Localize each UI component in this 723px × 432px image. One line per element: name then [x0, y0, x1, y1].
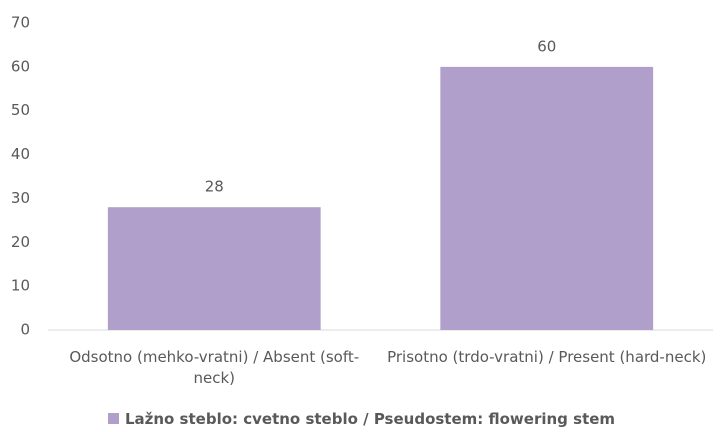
y-tick-label: 70 [11, 14, 30, 32]
legend: Lažno steblo: cvetno steblo / Pseudostem… [0, 410, 723, 428]
y-tick-label: 0 [20, 321, 30, 339]
x-tick-label: Prisotno (trdo-vratni) / Present (hard-n… [387, 348, 707, 366]
data-label: 60 [537, 37, 556, 55]
y-tick-label: 10 [11, 277, 30, 295]
legend-swatch [107, 413, 119, 424]
legend-label: Lažno steblo: cvetno steblo / Pseudostem… [124, 410, 616, 428]
y-tick-label: 50 [11, 101, 30, 119]
data-label: 28 [205, 178, 224, 196]
bar [107, 207, 321, 330]
y-tick-label: 40 [11, 145, 30, 163]
y-tick-label: 30 [11, 189, 30, 207]
x-tick-label: Odsotno (mehko-vratni) / Absent (soft-ne… [69, 348, 360, 387]
bar [440, 66, 654, 330]
y-tick-label: 60 [11, 57, 30, 75]
y-tick-label: 20 [11, 233, 30, 251]
